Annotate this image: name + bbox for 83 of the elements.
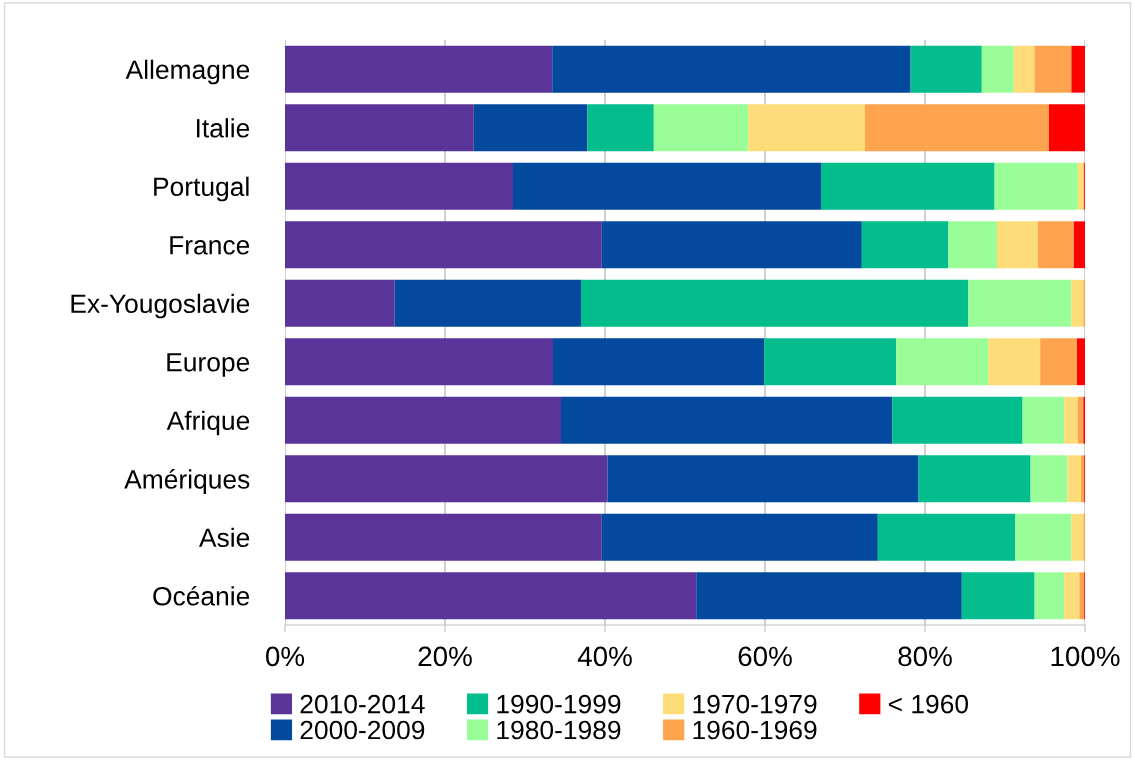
bar <box>861 221 949 269</box>
x-tick-label: 40% <box>577 646 632 667</box>
y-tick-label: Allemagne <box>125 59 250 85</box>
bar <box>285 396 561 444</box>
bar <box>1077 396 1084 444</box>
bar <box>968 279 1072 327</box>
bar <box>601 221 862 269</box>
bar <box>896 338 989 386</box>
bar <box>1049 104 1085 152</box>
bar <box>1077 162 1084 210</box>
x-tick-label: 0% <box>266 646 305 667</box>
legend-label: 2000-2009 <box>300 720 425 740</box>
bar <box>587 104 654 152</box>
x-tick-label: 60% <box>738 646 792 667</box>
y-tick-label: France <box>170 236 250 255</box>
x-tick-label: 100% <box>1051 646 1120 667</box>
bar <box>696 572 962 620</box>
legend-label: 1960-1969 <box>693 720 817 740</box>
bar <box>1040 338 1077 386</box>
bar <box>1064 396 1078 444</box>
bar <box>607 455 919 503</box>
y-tick-label: Asie <box>199 527 250 548</box>
legend-label: 1990-1999 <box>497 694 621 714</box>
bar <box>1071 279 1084 327</box>
y-tick-label: Afrique <box>166 410 250 436</box>
bar <box>1064 572 1080 620</box>
x-tick-label: 20% <box>418 646 472 667</box>
bar <box>1079 572 1085 620</box>
bar <box>1022 396 1065 444</box>
bar <box>961 572 1035 620</box>
bar <box>1030 455 1068 503</box>
bar <box>1037 221 1074 269</box>
y-tick-label: Océanie <box>153 585 250 606</box>
bar <box>285 455 608 503</box>
bar <box>1015 513 1072 561</box>
bar <box>1071 513 1084 561</box>
y-tick-label: Italie <box>196 118 250 138</box>
bar <box>865 104 1049 152</box>
bar <box>748 104 865 152</box>
bar <box>892 396 1023 444</box>
bar <box>285 45 553 93</box>
bar <box>285 572 697 620</box>
bar <box>821 162 995 210</box>
legend-label: 1970-1979 <box>693 694 817 714</box>
bar <box>581 279 969 327</box>
bar <box>877 513 1016 561</box>
bar <box>285 104 474 152</box>
bar <box>285 338 553 386</box>
bar <box>997 221 1038 269</box>
bar <box>1071 45 1085 93</box>
bar <box>1034 572 1065 620</box>
bar <box>1013 45 1035 93</box>
bar <box>948 221 997 269</box>
bar <box>1077 338 1085 386</box>
bar <box>285 162 513 210</box>
bar <box>764 338 897 386</box>
legend-label: 2010-2014 <box>300 694 425 714</box>
bar <box>513 162 821 210</box>
bar <box>285 279 395 327</box>
bar <box>285 513 602 561</box>
legend-label: 1980-1989 <box>497 720 621 740</box>
bar <box>994 162 1078 210</box>
bar <box>601 513 878 561</box>
x-tick-label: 80% <box>898 646 952 667</box>
bar <box>553 338 765 386</box>
bar <box>473 104 588 152</box>
bar <box>1034 45 1072 93</box>
bar <box>653 104 749 152</box>
legend-label: < 1960 <box>888 694 969 714</box>
bar <box>988 338 1041 386</box>
bar <box>1067 455 1081 503</box>
bar <box>285 221 602 269</box>
y-tick-label: Amériques <box>124 469 250 494</box>
bar <box>981 45 1014 93</box>
bar <box>918 455 1031 503</box>
y-tick-label: Portugal <box>154 176 249 202</box>
bar <box>1073 221 1085 269</box>
bar <box>394 279 581 327</box>
bar <box>552 45 911 93</box>
bar <box>561 396 893 444</box>
y-tick-label: Ex-Yougoslavie <box>71 293 250 319</box>
bar <box>910 45 982 93</box>
y-tick-label: Europe <box>167 353 250 377</box>
